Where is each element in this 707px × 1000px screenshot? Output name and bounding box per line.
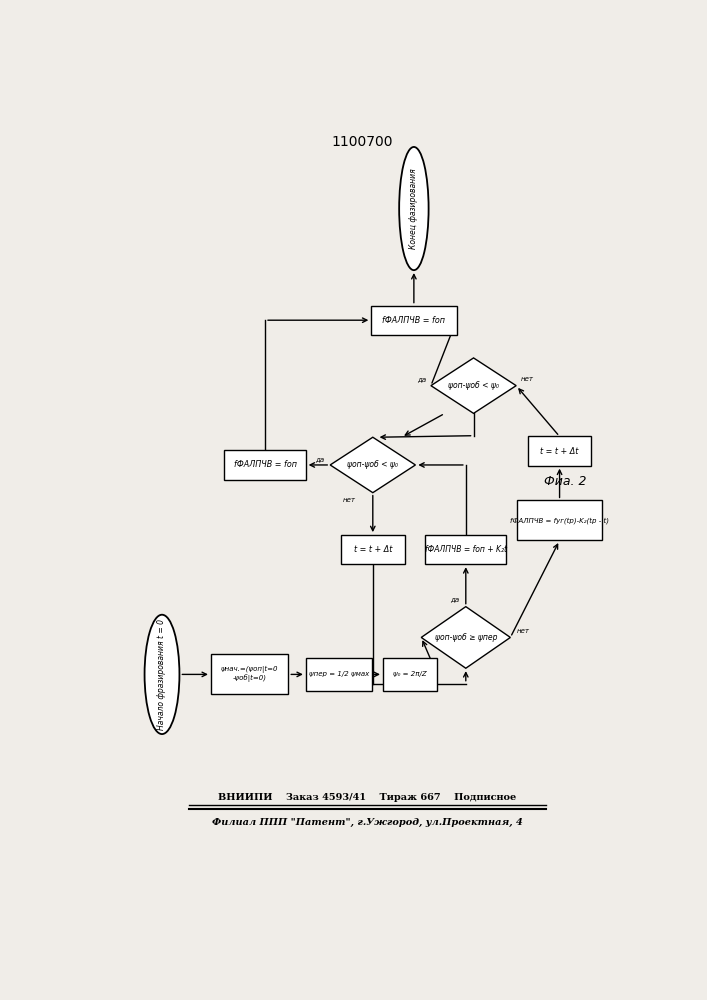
Bar bbox=[224, 450, 305, 480]
Text: нет: нет bbox=[516, 628, 530, 634]
Text: нет: нет bbox=[520, 376, 534, 382]
Polygon shape bbox=[421, 607, 510, 668]
Text: Фиа. 2: Фиа. 2 bbox=[544, 475, 586, 488]
Text: t = t + Δt: t = t + Δt bbox=[354, 545, 392, 554]
Text: нет: нет bbox=[343, 497, 356, 503]
Bar bbox=[371, 306, 457, 335]
Text: ВНИИПИ    Заказ 4593/41    Тираж 667    Подписное: ВНИИПИ Заказ 4593/41 Тираж 667 Подписное bbox=[218, 793, 517, 802]
Text: ψоп-ψоб ≥ ψпер: ψоп-ψоб ≥ ψпер bbox=[435, 633, 497, 642]
Text: 1100700: 1100700 bbox=[331, 135, 392, 149]
Text: Начало фразирования t = 0: Начало фразирования t = 0 bbox=[158, 619, 167, 730]
Text: t = t + Δt: t = t + Δt bbox=[540, 447, 579, 456]
Text: ψоп-ψоб < ψ₀: ψоп-ψоб < ψ₀ bbox=[448, 381, 499, 390]
Bar bbox=[341, 535, 404, 564]
Bar bbox=[528, 436, 591, 466]
Text: да: да bbox=[417, 376, 426, 382]
Polygon shape bbox=[431, 358, 516, 413]
Text: ψ₀ = 2π/Z: ψ₀ = 2π/Z bbox=[393, 671, 427, 677]
Bar bbox=[211, 654, 288, 694]
Text: fФАЛПЧВ = fоп: fФАЛПЧВ = fоп bbox=[382, 316, 445, 325]
Ellipse shape bbox=[399, 147, 428, 270]
Text: fФАЛПЧВ = fоп + K₂t: fФАЛПЧВ = fоп + K₂t bbox=[425, 545, 507, 554]
Text: да: да bbox=[315, 456, 324, 462]
Text: Конец фазирования: Конец фазирования bbox=[409, 168, 419, 249]
Text: ψпер = 1/2 ψмах: ψпер = 1/2 ψмах bbox=[308, 671, 369, 677]
Text: ψоп-ψоб < ψ₀: ψоп-ψоб < ψ₀ bbox=[347, 460, 398, 469]
Text: Филиал ППП "Патент", г.Ужгород, ул.Проектная, 4: Филиал ППП "Патент", г.Ужгород, ул.Проек… bbox=[212, 818, 522, 827]
Bar bbox=[425, 535, 506, 564]
Text: fФАЛПЧВ = fоп: fФАЛПЧВ = fоп bbox=[233, 460, 296, 469]
Polygon shape bbox=[330, 437, 416, 493]
Text: fФАЛПЧВ = fуг(tр)-K₂(tр - t): fФАЛПЧВ = fуг(tр)-K₂(tр - t) bbox=[510, 517, 609, 524]
Text: ψнач.=(ψоп|t=0
-ψоб|t=0): ψнач.=(ψоп|t=0 -ψоб|t=0) bbox=[221, 666, 279, 682]
Ellipse shape bbox=[144, 615, 180, 734]
Text: да: да bbox=[450, 596, 459, 602]
Bar bbox=[305, 658, 372, 691]
Bar bbox=[383, 658, 437, 691]
Bar bbox=[517, 500, 602, 540]
